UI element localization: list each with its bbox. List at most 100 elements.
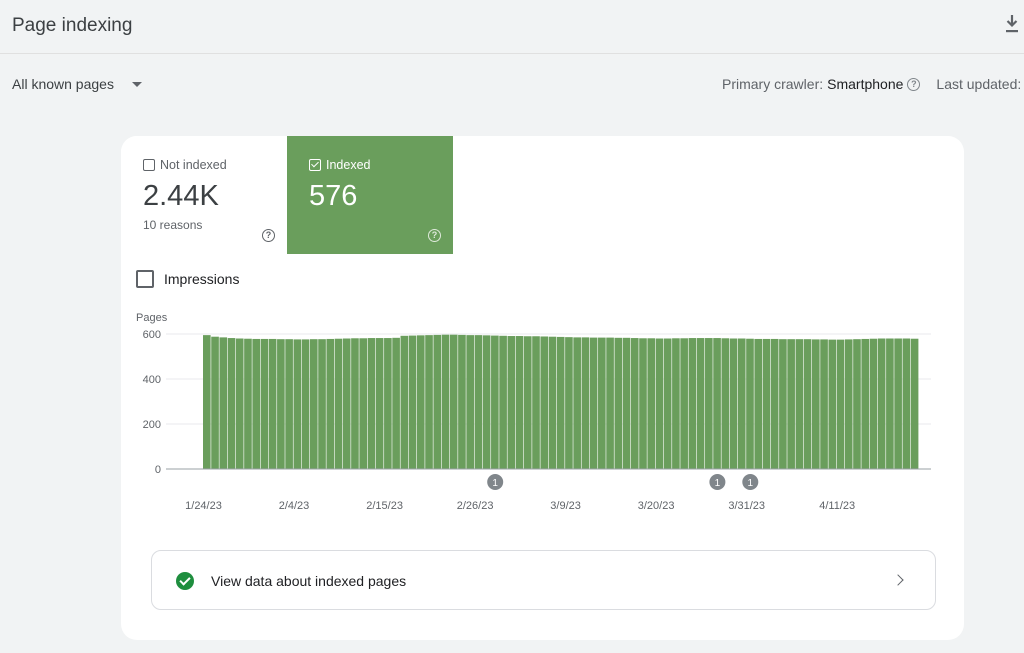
bar[interactable]	[203, 335, 211, 470]
bar[interactable]	[219, 337, 228, 470]
bar[interactable]	[392, 337, 400, 469]
bar[interactable]	[680, 338, 688, 469]
bar[interactable]	[869, 338, 878, 469]
bar[interactable]	[639, 338, 647, 469]
bar[interactable]	[705, 338, 713, 469]
bar[interactable]	[762, 338, 771, 469]
help-icon[interactable]: ?	[907, 77, 921, 91]
bar[interactable]	[491, 335, 499, 469]
checkbox-unchecked-icon[interactable]	[136, 270, 154, 288]
annotation-circle[interactable]	[742, 474, 759, 490]
bar[interactable]	[540, 336, 549, 469]
annotation-marker[interactable]: 1	[709, 474, 726, 490]
bar[interactable]	[227, 338, 236, 469]
annotation-marker[interactable]: 1	[487, 474, 504, 490]
bar[interactable]	[721, 338, 730, 469]
bar[interactable]	[754, 338, 763, 469]
bar[interactable]	[458, 334, 466, 469]
bar[interactable]	[910, 338, 919, 469]
bar[interactable]	[449, 334, 458, 469]
bar[interactable]	[663, 338, 672, 470]
bar[interactable]	[820, 339, 828, 469]
bar[interactable]	[737, 338, 746, 470]
bar[interactable]	[244, 338, 252, 469]
bar[interactable]	[260, 338, 269, 469]
bar[interactable]	[581, 337, 590, 470]
bar[interactable]	[672, 338, 680, 469]
bar[interactable]	[211, 336, 219, 469]
bar[interactable]	[326, 338, 335, 469]
bar[interactable]	[507, 336, 516, 469]
bar[interactable]	[523, 336, 532, 469]
bar[interactable]	[425, 335, 433, 470]
bar[interactable]	[713, 338, 721, 469]
not-indexed-tile[interactable]: Not indexed 2.44K 10 reasons ?	[121, 136, 287, 254]
bar[interactable]	[466, 335, 474, 470]
bar[interactable]	[729, 338, 738, 470]
download-icon[interactable]	[1004, 14, 1020, 34]
bar[interactable]	[647, 338, 656, 469]
bar[interactable]	[622, 337, 631, 469]
bar[interactable]	[770, 338, 779, 469]
bar[interactable]	[696, 338, 705, 469]
bar[interactable]	[779, 339, 787, 469]
bar[interactable]	[688, 338, 697, 469]
bar[interactable]	[277, 339, 285, 469]
annotation-circle[interactable]	[487, 474, 504, 490]
bar[interactable]	[598, 337, 606, 469]
bar[interactable]	[334, 338, 343, 469]
annotation-marker[interactable]: 1	[742, 474, 759, 490]
bar[interactable]	[556, 336, 565, 469]
bar[interactable]	[573, 337, 581, 470]
bar[interactable]	[285, 339, 293, 469]
bar[interactable]	[416, 335, 425, 469]
bar[interactable]	[441, 334, 450, 469]
bar[interactable]	[532, 336, 540, 469]
bar[interactable]	[301, 339, 310, 469]
pages-filter-dropdown[interactable]: All known pages	[12, 76, 142, 92]
bar[interactable]	[268, 338, 277, 469]
bar[interactable]	[828, 339, 837, 470]
bar[interactable]	[803, 339, 812, 469]
impressions-toggle[interactable]: Impressions	[136, 270, 239, 288]
bar[interactable]	[482, 335, 491, 469]
bar[interactable]	[252, 338, 261, 469]
bar[interactable]	[342, 338, 351, 470]
bar[interactable]	[853, 339, 861, 469]
bar[interactable]	[795, 339, 804, 469]
bar[interactable]	[902, 338, 911, 470]
bar[interactable]	[886, 338, 894, 470]
bar[interactable]	[474, 335, 483, 470]
checkbox-unchecked-icon[interactable]	[143, 159, 155, 171]
bar[interactable]	[515, 336, 524, 469]
bar[interactable]	[499, 335, 507, 469]
annotation-circle[interactable]	[709, 474, 726, 490]
bar[interactable]	[894, 338, 902, 470]
help-icon[interactable]: ?	[428, 229, 441, 242]
bar[interactable]	[367, 338, 376, 469]
indexed-tile[interactable]: Indexed 576 ?	[287, 136, 453, 254]
bar[interactable]	[548, 336, 557, 469]
bar[interactable]	[812, 339, 820, 469]
bar[interactable]	[606, 337, 614, 469]
bar[interactable]	[861, 338, 870, 469]
checkbox-checked-icon[interactable]	[309, 159, 321, 171]
bar[interactable]	[235, 338, 244, 470]
bar[interactable]	[746, 338, 754, 469]
help-icon[interactable]: ?	[262, 229, 275, 242]
bar[interactable]	[589, 337, 598, 469]
bar[interactable]	[565, 337, 573, 469]
view-indexed-pages-row[interactable]: View data about indexed pages	[151, 550, 936, 610]
bar[interactable]	[400, 335, 409, 469]
bar[interactable]	[877, 338, 886, 470]
bar[interactable]	[408, 335, 417, 469]
bar[interactable]	[318, 339, 326, 469]
bar[interactable]	[630, 338, 639, 469]
bar[interactable]	[433, 334, 442, 469]
bar[interactable]	[844, 339, 853, 469]
bar[interactable]	[351, 338, 359, 469]
bar[interactable]	[384, 338, 392, 469]
bar[interactable]	[787, 339, 795, 469]
bar[interactable]	[655, 338, 664, 470]
bar[interactable]	[836, 339, 845, 470]
